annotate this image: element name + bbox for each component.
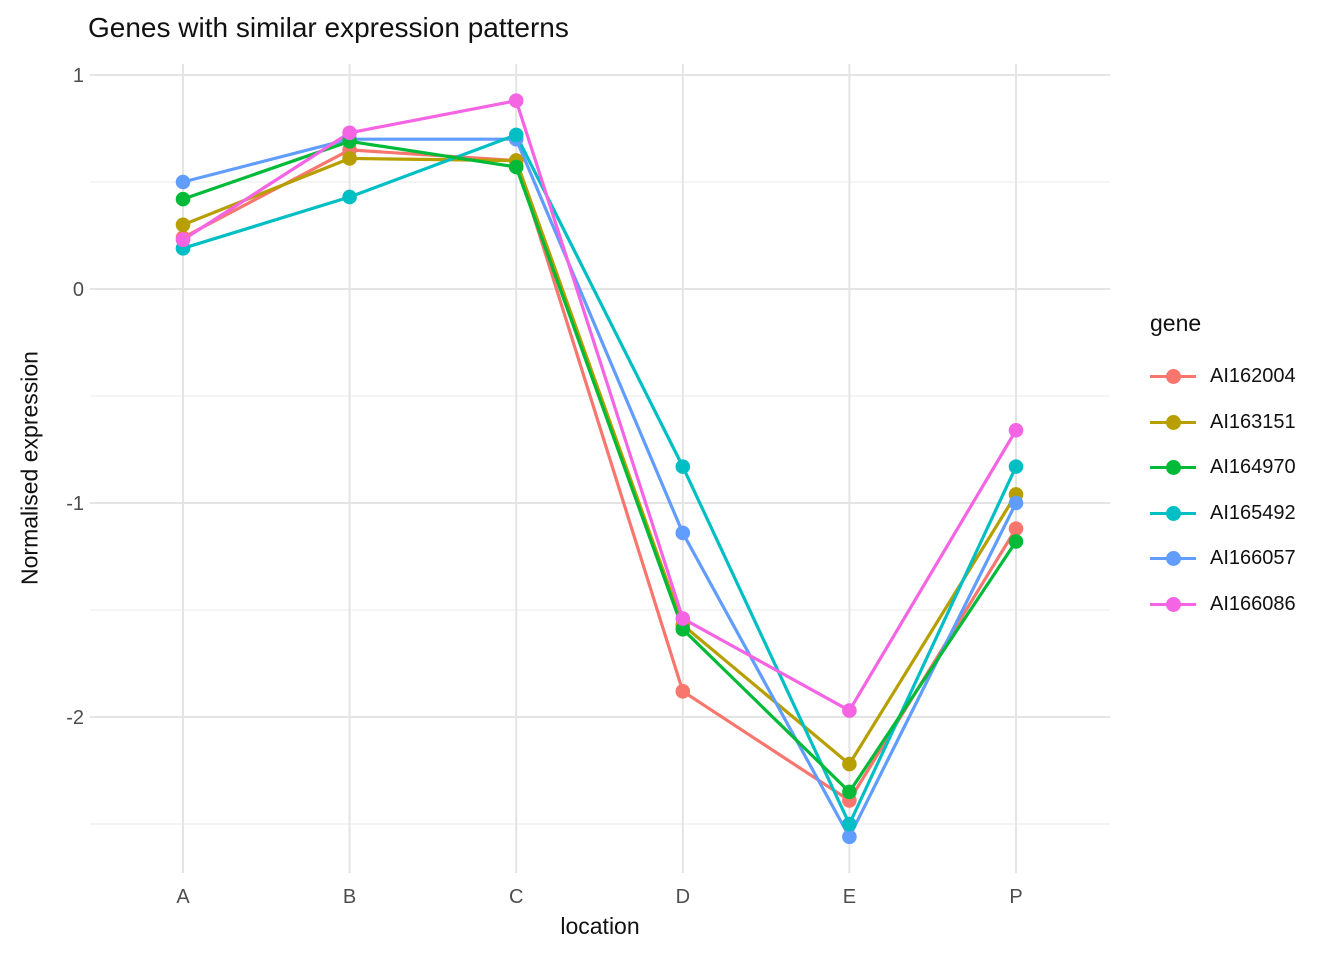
data-point-AI164970-E [842,784,857,800]
data-point-AI165492-B [342,189,357,205]
x-tick-label-P: P [1009,886,1022,908]
x-tick-label-D: D [676,886,690,908]
legend-item-label: AI163151 [1210,410,1296,433]
legend-item: AI164970 [1150,445,1344,491]
x-tick-label-E: E [843,886,856,908]
legend-item: AI166086 [1150,582,1344,628]
x-tick-label-A: A [176,886,190,908]
data-point-AI166086-E [842,703,857,718]
data-point-AI166086-A [175,232,191,248]
legend-key-line-dot-icon [1150,550,1196,567]
data-point-AI163151-A [175,217,191,233]
data-point-AI164970-A [175,191,191,207]
series-line-AI166086 [182,99,1018,713]
legend: gene AI162004 AI163151 AI164970 [1150,310,1344,627]
data-point-AI165492-P [1008,459,1024,474]
legend-title: gene [1150,310,1202,336]
legend-item: AI166057 [1150,536,1344,582]
legend-item-label: AI162004 [1210,365,1296,388]
legend-item: AI165492 [1150,491,1344,537]
data-point-AI166057-P [1008,495,1024,511]
legend-item: AI163151 [1150,400,1344,446]
legend-key-line-dot-icon [1150,596,1196,613]
data-point-AI166086-B [342,125,357,141]
legend-item-label: AI164970 [1210,456,1296,479]
chart-title: Genes with similar expression patterns [88,12,569,43]
data-point-AI166057-A [175,174,191,190]
data-point-AI166057-E [842,829,857,845]
data-point-AI163151-B [342,151,357,166]
legend-item-label: AI165492 [1210,501,1296,524]
data-point-AI166086-D [675,611,691,626]
y-tick-label: -2 [66,707,84,729]
series-line-AI166057 [182,137,1018,839]
legend-key-line-dot-icon [1150,368,1196,385]
data-point-AI162004-D [675,684,691,699]
data-point-AI165492-D [675,459,691,474]
data-point-AI164970-P [1008,534,1024,549]
data-point-AI163151-E [842,756,857,772]
data-point-AI164970-D [675,621,691,637]
legend-item-label: AI166086 [1210,592,1296,615]
data-point-AI166086-P [1008,422,1024,438]
legend-key-line-dot-icon [1150,505,1196,522]
legend-item-label: AI166057 [1210,547,1296,570]
y-tick-label: 1 [73,65,84,87]
y-axis-title: Normalised expression [16,351,43,585]
data-point-AI166057-D [675,525,691,541]
x-tick-label-C: C [509,886,523,908]
legend-items: AI162004 AI163151 AI164970 AI165492 [1150,354,1344,627]
data-point-AI162004-P [1008,521,1024,536]
y-tick-label: -1 [66,493,84,515]
legend-key-line-dot-icon [1150,459,1196,476]
y-tick-label: 0 [73,279,84,301]
series-line-AI165492 [182,133,1018,826]
series-line-AI162004 [182,148,1018,803]
legend-key-line-dot-icon [1150,414,1196,431]
data-point-AI166086-C [508,93,524,108]
x-tick-label-B: B [343,886,356,908]
legend-item: AI162004 [1150,354,1344,400]
data-point-AI164970-C [508,159,524,175]
series-line-AI163151 [182,156,1018,766]
x-axis-title: location [560,913,640,939]
data-point-AI165492-E [842,816,857,832]
data-point-AI165492-C [508,127,524,143]
